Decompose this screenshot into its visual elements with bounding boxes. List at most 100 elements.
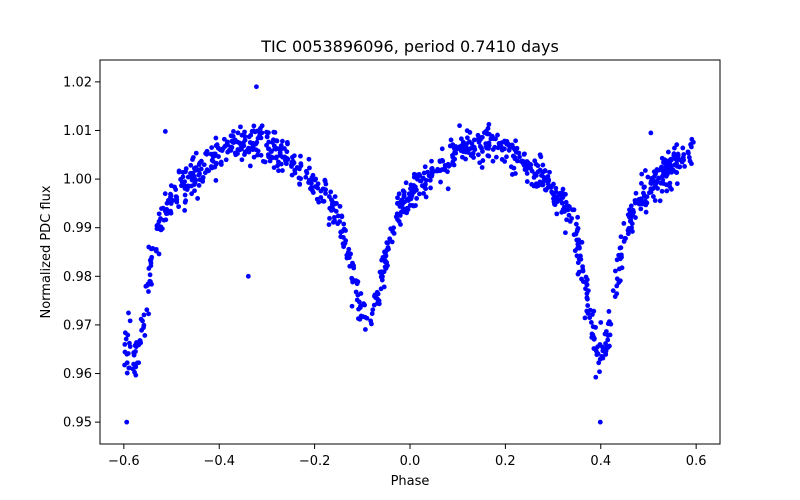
data-point <box>198 166 204 172</box>
data-point <box>396 191 402 197</box>
data-point <box>338 234 344 240</box>
data-point <box>180 174 186 180</box>
data-point <box>282 146 287 151</box>
data-point <box>613 268 618 274</box>
data-point <box>628 203 634 209</box>
data-point <box>182 179 188 185</box>
data-point <box>214 160 219 166</box>
data-point <box>606 319 612 325</box>
data-point <box>213 135 219 141</box>
data-point <box>633 190 639 196</box>
y-tick-label: 0.98 <box>63 270 92 285</box>
data-point <box>417 191 422 197</box>
data-point <box>669 186 674 192</box>
data-point <box>542 168 548 174</box>
data-point <box>560 186 566 192</box>
data-point <box>411 174 417 180</box>
data-point <box>403 180 409 186</box>
data-point <box>686 155 692 160</box>
data-point <box>475 152 481 158</box>
data-point <box>127 318 133 324</box>
data-point <box>149 254 155 260</box>
data-point <box>685 149 691 155</box>
data-point <box>605 337 611 343</box>
x-axis-ticks: −0.6 −0.4 −0.2 0.0 0.2 0.4 0.6 <box>108 444 706 469</box>
data-point <box>401 192 407 198</box>
data-point <box>465 147 471 153</box>
data-point <box>172 184 177 190</box>
data-point <box>529 168 535 174</box>
data-point <box>176 169 182 175</box>
data-point <box>257 133 263 139</box>
data-point <box>176 204 182 210</box>
data-point <box>380 274 385 280</box>
data-point <box>605 333 611 338</box>
data-point <box>621 221 627 226</box>
data-point <box>275 163 280 169</box>
data-point <box>244 148 250 153</box>
data-point <box>575 260 581 266</box>
data-point <box>448 137 454 143</box>
data-point <box>162 129 168 134</box>
data-point <box>446 163 452 169</box>
data-point <box>400 188 406 194</box>
data-point <box>308 186 313 192</box>
data-point <box>339 214 345 220</box>
data-point <box>506 147 512 153</box>
data-point <box>496 141 502 146</box>
data-point <box>642 184 647 190</box>
data-point <box>125 351 131 356</box>
data-point <box>280 168 285 173</box>
data-point <box>137 338 143 344</box>
data-point <box>560 207 566 212</box>
data-point <box>140 318 145 324</box>
data-point <box>292 167 298 173</box>
data-point <box>549 189 555 195</box>
data-point <box>337 203 343 209</box>
data-point <box>603 346 609 351</box>
data-point <box>489 133 495 139</box>
data-point <box>422 164 428 170</box>
data-point <box>349 303 355 309</box>
data-point <box>264 142 269 148</box>
data-point <box>249 128 255 134</box>
data-point <box>380 254 386 260</box>
data-point <box>195 196 201 201</box>
data-point <box>398 209 404 215</box>
data-point <box>124 370 130 376</box>
data-point <box>280 138 285 144</box>
data-point <box>682 164 687 169</box>
data-point <box>369 321 374 327</box>
data-point <box>520 161 526 167</box>
data-point <box>408 182 414 188</box>
data-point <box>660 172 666 178</box>
data-point <box>504 138 510 144</box>
data-point <box>675 151 681 157</box>
data-point <box>182 199 188 205</box>
data-point <box>124 419 130 425</box>
data-point <box>174 194 180 200</box>
data-point <box>385 240 391 246</box>
data-point <box>204 167 210 173</box>
data-point <box>148 246 154 252</box>
data-point <box>567 218 573 224</box>
data-point <box>563 230 568 236</box>
data-point <box>274 138 279 144</box>
data-point <box>486 153 492 159</box>
data-point <box>355 292 361 298</box>
data-point <box>535 169 541 175</box>
data-point <box>136 342 142 348</box>
data-point <box>341 226 347 232</box>
data-point <box>400 206 406 211</box>
data-point <box>168 210 174 216</box>
x-tick-label: −0.6 <box>108 454 140 469</box>
data-point <box>278 161 284 167</box>
data-point <box>296 175 302 181</box>
data-point <box>266 146 272 152</box>
data-point <box>638 206 644 212</box>
data-point <box>597 419 603 425</box>
data-point <box>421 191 427 196</box>
data-point <box>417 178 423 184</box>
data-point <box>363 327 368 332</box>
data-point <box>546 177 552 183</box>
